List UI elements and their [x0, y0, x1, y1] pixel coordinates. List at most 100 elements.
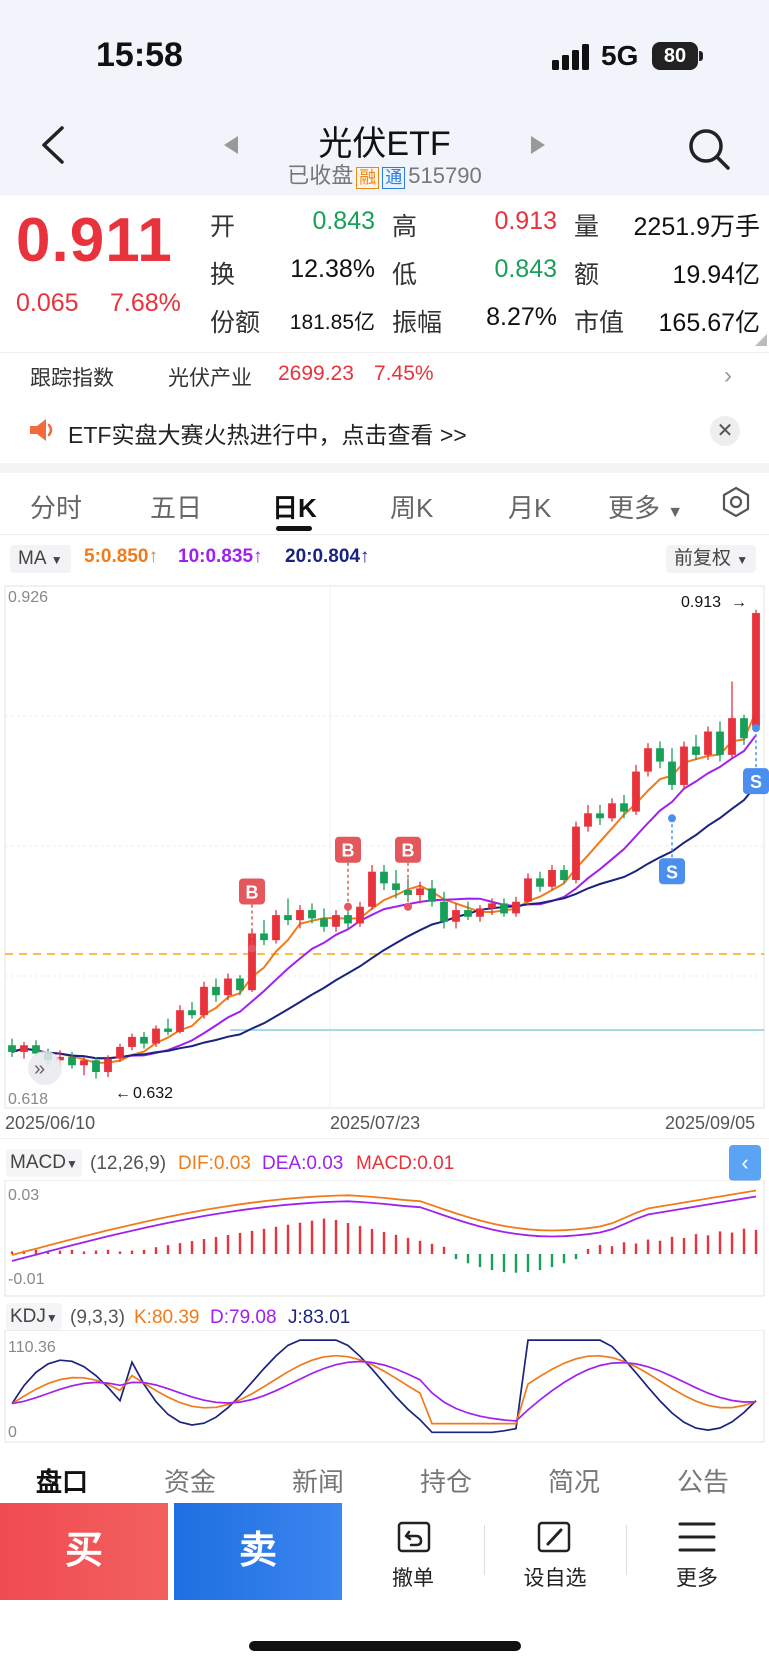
prev-fund-icon[interactable]: [224, 136, 238, 154]
kdj-axis-top: 110.36: [8, 1339, 56, 1356]
tab-news[interactable]: 新闻: [292, 1467, 345, 1497]
ma10-line: [11, 734, 757, 1060]
adjust-selector[interactable]: 前复权 ▼: [666, 545, 757, 573]
search-icon[interactable]: [688, 128, 730, 170]
tab-five-day[interactable]: 五日: [150, 493, 203, 523]
speaker-icon: [30, 419, 53, 441]
home-indicator: [249, 1641, 521, 1651]
tab-orderbook[interactable]: 盘口: [36, 1467, 89, 1497]
network-label: 5G: [601, 40, 639, 71]
arrow-up-icon: ↑: [253, 546, 263, 567]
volume-value: 2251.9万手: [633, 213, 760, 241]
next-fund-icon[interactable]: [531, 136, 545, 154]
kline-chart[interactable]: 0.926 0.618 0.913 → ← 0.632 B B B S S »: [0, 582, 769, 1122]
ma5-text: 5:0.850: [84, 546, 149, 567]
candle-body: [464, 910, 472, 917]
battery-tip: [699, 51, 703, 61]
tab-announcements[interactable]: 公告: [677, 1467, 730, 1497]
separator: [626, 1525, 627, 1575]
macd-selector-label: MACD: [10, 1152, 66, 1173]
ma-selector[interactable]: MA ▼: [10, 545, 71, 573]
candle-body: [8, 1045, 16, 1052]
close-icon[interactable]: ✕: [710, 416, 740, 446]
arrow-right-icon: →: [731, 594, 747, 611]
expand-corner-icon[interactable]: [755, 334, 767, 346]
candle-body: [224, 978, 232, 996]
signals: B B B S S: [239, 724, 769, 953]
signal-dot: [404, 902, 412, 911]
tracking-index-name[interactable]: 光伏产业: [168, 367, 252, 390]
j-line: [11, 1339, 757, 1434]
tab-holdings[interactable]: 持仓: [420, 1467, 473, 1497]
tab-fund-flow[interactable]: 资金: [164, 1467, 217, 1497]
candle-body: [584, 813, 592, 827]
tab-weekly-k[interactable]: 周K: [390, 493, 434, 523]
candle-body: [248, 933, 256, 991]
edit-watchlist-icon[interactable]: [536, 1518, 574, 1556]
cancel-order-label[interactable]: 撤单: [392, 1567, 434, 1590]
collapse-panel-icon[interactable]: ‹: [729, 1145, 761, 1181]
tab-monthly-k[interactable]: 月K: [508, 493, 552, 523]
kdj-axis-bottom: 0: [8, 1424, 17, 1441]
arrow-left-icon: ←: [115, 1085, 131, 1102]
kdj-d: D:79.08: [210, 1307, 277, 1328]
chevron-right-icon[interactable]: ›: [724, 362, 732, 389]
watchlist-label[interactable]: 设自选: [523, 1567, 587, 1590]
candle-body: [320, 918, 328, 927]
amplitude-value: 8.27%: [486, 303, 557, 331]
kdj-k: K:80.39: [134, 1307, 200, 1328]
tab-profile[interactable]: 简况: [548, 1467, 601, 1497]
banner-text[interactable]: ETF实盘大赛火热进行中，点击查看 >>: [68, 422, 467, 448]
ma5-line: [11, 710, 757, 1064]
high-label: 高: [392, 213, 418, 241]
buy-button[interactable]: 买: [0, 1503, 168, 1600]
cancel-order-icon[interactable]: [396, 1518, 434, 1556]
more-label[interactable]: 更多: [676, 1567, 718, 1590]
candle-body: [632, 771, 640, 812]
price-change-pct: 7.68%: [110, 289, 181, 317]
macd-value: MACD:0.01: [356, 1153, 455, 1174]
candle-body: [380, 871, 388, 884]
open-value: 0.843: [312, 207, 375, 235]
macd-chart[interactable]: 0.03 -0.01: [0, 1180, 769, 1300]
candle-body: [344, 915, 352, 924]
settings-icon[interactable]: [720, 486, 752, 518]
axis-bottom-label: 0.618: [8, 1091, 48, 1108]
signal-label: B: [246, 882, 259, 902]
caret-down-icon: ▼: [667, 504, 684, 521]
arrow-up-icon: ↑: [148, 546, 158, 567]
sell-button[interactable]: 卖: [174, 1503, 342, 1600]
d-line: [11, 1360, 757, 1422]
kdj-lines: [11, 1339, 757, 1434]
tab-more[interactable]: 更多 ▼: [608, 488, 683, 525]
tab-more-label: 更多: [608, 493, 661, 523]
section-divider: [0, 463, 769, 473]
margin-tag: 融: [356, 167, 380, 189]
back-icon[interactable]: [38, 125, 68, 165]
signal-dot: [752, 724, 760, 733]
signal-dot: [668, 814, 676, 823]
signal-badge: [335, 836, 361, 863]
candle-body: [284, 915, 292, 921]
kdj-selector[interactable]: KDJ▼: [6, 1303, 62, 1331]
signal-badge: [239, 878, 265, 905]
signal-label: S: [750, 772, 762, 792]
tab-daily-k[interactable]: 日K: [272, 493, 317, 523]
menu-icon[interactable]: [678, 1520, 716, 1554]
expand-left-icon: »: [28, 1051, 62, 1085]
candle-body: [740, 718, 748, 739]
kdj-selector-label: KDJ: [10, 1306, 46, 1327]
dif-line: [11, 1189, 757, 1256]
candle-body: [296, 910, 304, 921]
candle-body: [728, 718, 736, 755]
candle-body: [476, 908, 484, 917]
candle-body: [656, 748, 664, 762]
status-bar: [0, 0, 769, 110]
kdj-chart[interactable]: 110.36 0: [0, 1330, 769, 1445]
macd-selector[interactable]: MACD▼: [6, 1149, 82, 1177]
signal-badge: [395, 836, 421, 863]
tracking-index-label: 跟踪指数: [30, 367, 114, 390]
candle-body: [260, 933, 268, 941]
tab-intraday[interactable]: 分时: [30, 493, 83, 523]
candle-body: [536, 878, 544, 887]
